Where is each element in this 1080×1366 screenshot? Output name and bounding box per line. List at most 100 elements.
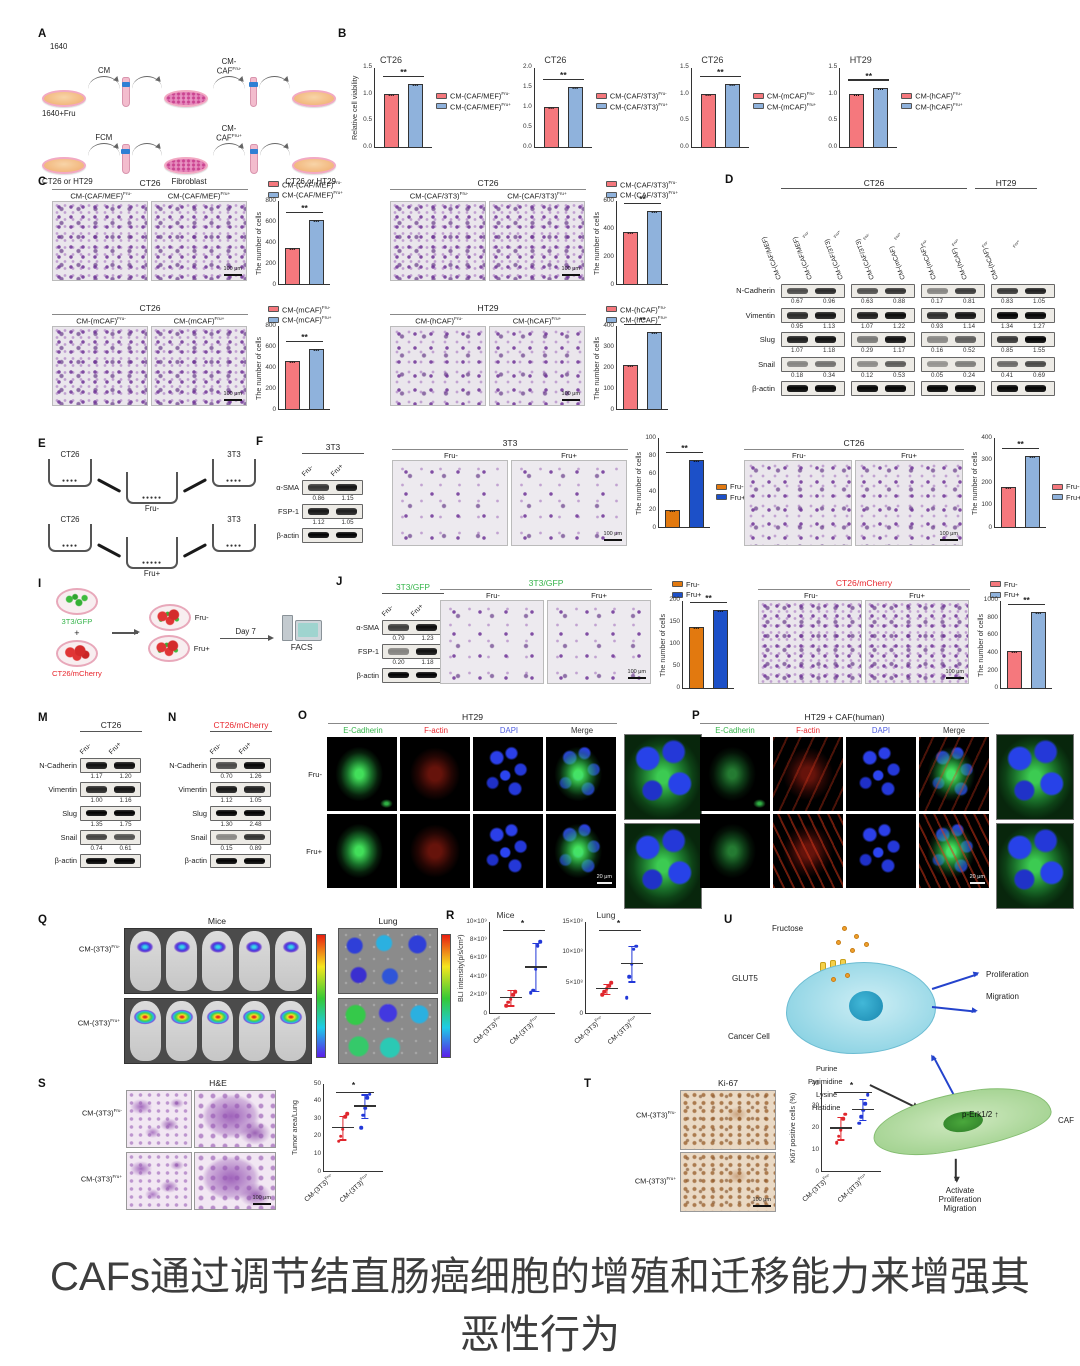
image-label: Fru- [486,591,500,600]
blot-band [308,484,329,491]
blot-lane-box [781,283,845,299]
fluor-image-dapi [473,814,543,888]
blot-title: 3T3 [302,442,364,454]
western-blot-n: CT26/mCherry Fru- Fru+ N-Cadherin 0.70 1.26 Vi… [168,720,272,869]
micrograph [758,600,862,684]
row-label: CM-(3T3)Fru- [81,1108,122,1118]
mean-line [595,987,618,990]
channel-label: F-actin [424,726,448,735]
fluor-image-merge: 20 μm [919,814,989,888]
image-label: CM-(mCAF)Fru+ [173,316,225,326]
axis-tick: 400 [265,239,276,247]
y-axis-label: The number of cells [254,211,263,275]
axis-tick: 0.0 [522,143,532,151]
fru-minus-label: Fru- [194,613,209,622]
significance: ** [400,67,407,78]
data-points: ••• [627,230,634,236]
bar-chart: CT26 Relative cell viability 0.0 0.5 1.0 1.5 •… [350,55,432,150]
cell-label: CT26 [60,515,80,524]
bar: ••• [713,609,728,688]
significance: ** [301,332,308,343]
blot-band [216,809,237,817]
axis-tick: 5×10⁸ [565,979,583,987]
axis-tick: 10×10⁸ [562,948,583,956]
blot-title: CT26 [80,720,142,732]
axis-tick: 0 [610,406,614,414]
protein-label: Vimentin [178,784,207,794]
panel-c-label: C [38,176,47,188]
fluor-image-dapi [846,814,916,888]
connector [182,543,208,559]
blot-band [885,336,906,343]
lung-title: Lung [378,916,398,926]
channel-label: E-Cadherin [715,726,755,735]
axis-tick: 20 [811,1123,819,1131]
data-points: ••• [313,219,320,225]
significance-line [542,79,584,81]
panel-m: M CT26 Fru- Fru+ N-Cadherin 1.17 1.20 Vimentin… [38,712,166,910]
legend-swatch [752,103,764,110]
ki67-image [680,1090,776,1150]
cancer-nucleus [849,991,883,1021]
blot-lane-box [781,332,845,348]
data-points: ••• [877,86,884,92]
y-axis-label: BLI intensity(p/s/cm²) [456,934,465,1002]
axis-tick: 200 [265,260,276,268]
axis-tick: 200 [603,364,614,372]
axis-tick: 1.0 [679,89,689,97]
axis-tick: 0.0 [828,143,838,151]
bar: ••• [724,83,740,147]
blot-band [1025,336,1046,343]
bar-chart: CT26 0.0 0.5 1.0 1.5 2.0 ••• ••• ** [519,55,592,151]
band-values: 0.79 1.23 [392,634,434,642]
axis-tick: 600 [265,218,276,226]
bar: ••• [623,364,638,410]
chart-title: Lung [596,910,616,920]
significance: * [616,918,621,928]
mixed-dish [148,604,191,631]
tube-icon [121,144,130,174]
blot-lane-box [851,356,915,372]
bar: ••• [689,460,704,527]
legend-item: Fru- [990,580,1019,589]
blot-lane-box [921,356,985,372]
blot-band [997,360,1018,368]
axis-tick: 30 [313,1115,321,1122]
micrograph [744,460,852,546]
legend-item: Fru+ [716,493,745,502]
significance: * [520,918,525,928]
legend-swatch [595,103,607,110]
blot-band [336,531,357,539]
data-point [602,989,607,994]
blot-band [955,336,976,343]
data-points: ••• [548,106,555,111]
bar-chart: The number of cells 0 100 200 300 400 ••• ••• ** [592,315,668,414]
blot-band [815,312,836,319]
data-point [506,1000,511,1004]
micrograph [52,200,148,281]
mice-title: Mice [207,916,227,926]
fluor-image-factin [400,737,470,811]
blot-band [815,287,836,295]
blot-band [416,648,437,655]
channel-label: Merge [942,726,966,735]
transwell-icon: ●●●● [48,459,92,487]
data-points: ••• [1029,454,1036,460]
data-point [338,1134,343,1138]
zoom-inset [996,823,1074,909]
axis-tick: 2.0 [522,63,532,71]
data-points: ••• [729,83,736,89]
bar: ••• [873,86,889,147]
facs-monitor-icon [294,619,322,641]
blot-band [997,287,1018,295]
channel-label: E-Cadherin [343,726,383,735]
blot-band [216,786,237,793]
tube-icon [121,77,130,107]
band-values: 1.17 1.20 [90,772,132,780]
axis-tick: 1.5 [679,63,689,71]
axis-tick: 100 [603,385,614,393]
bar: ••• [285,360,300,410]
fluor-image-dapi [473,737,543,811]
error-bar [361,1094,370,1120]
data-point [865,1093,870,1097]
